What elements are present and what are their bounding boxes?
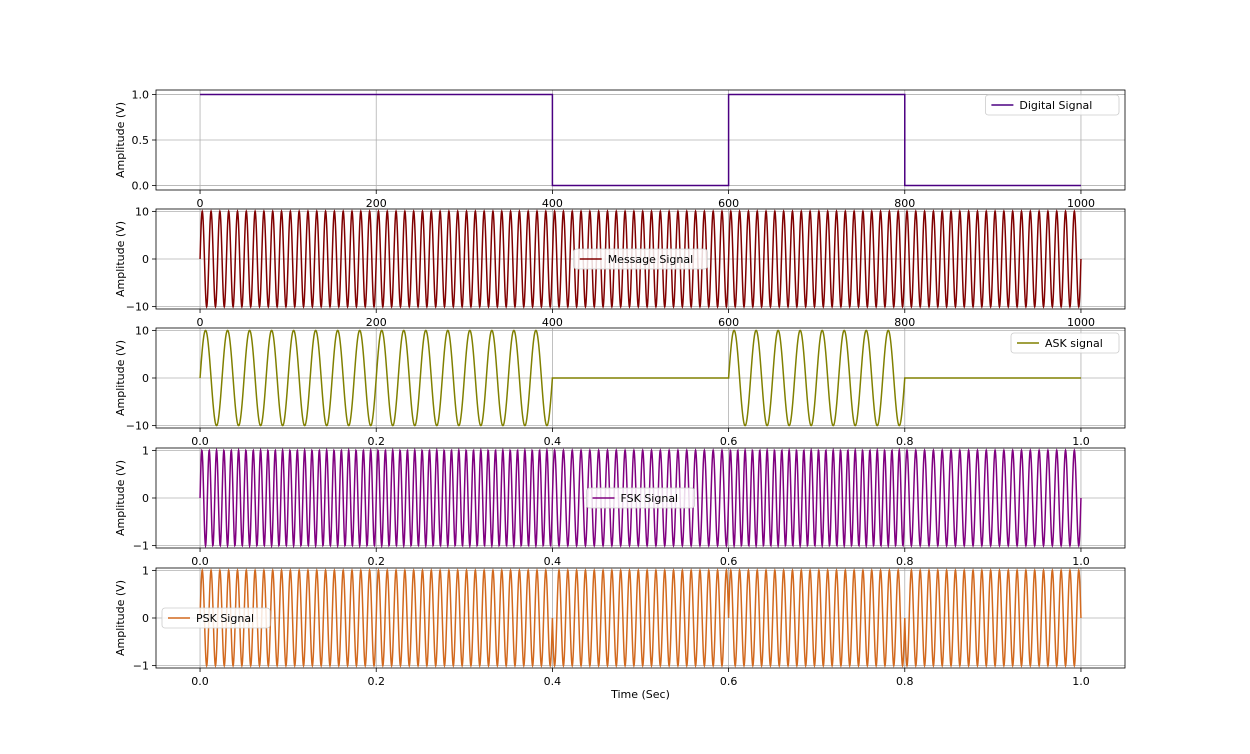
x-tick-label: 1.0 bbox=[1072, 675, 1090, 688]
x-tick-label: 0.4 bbox=[544, 675, 562, 688]
y-tick-label: −10 bbox=[126, 420, 149, 433]
x-tick-label: 0.4 bbox=[544, 435, 562, 448]
legend-box bbox=[573, 248, 708, 270]
x-tick-label: 200 bbox=[366, 316, 387, 329]
x-tick-label: 0.0 bbox=[191, 555, 209, 568]
x-tick-label: 0.6 bbox=[720, 675, 738, 688]
x-tick-label: 0.4 bbox=[544, 555, 562, 568]
legend-label: Message Signal bbox=[608, 253, 694, 266]
y-tick-label: 0.5 bbox=[132, 134, 150, 147]
x-tick-label: 600 bbox=[718, 197, 739, 210]
x-tick-label: 600 bbox=[718, 316, 739, 329]
y-tick-label: 0 bbox=[142, 372, 149, 385]
y-axis-label: Amplitude (V) bbox=[114, 340, 127, 416]
y-tick-label: 1.0 bbox=[132, 89, 150, 102]
y-tick-label: 10 bbox=[135, 205, 149, 218]
series-line-psk-signal bbox=[199, 568, 1082, 668]
x-tick-label: 1.0 bbox=[1072, 435, 1090, 448]
x-tick-label: 0 bbox=[197, 316, 204, 329]
y-tick-label: 1 bbox=[142, 444, 149, 457]
y-tick-label: −10 bbox=[126, 301, 149, 314]
x-tick-label: 1000 bbox=[1067, 197, 1095, 210]
legend: FSK Signal bbox=[586, 487, 695, 509]
x-tick-label: 1000 bbox=[1067, 316, 1095, 329]
x-tick-label: 0.0 bbox=[191, 435, 209, 448]
legend-label: ASK signal bbox=[1045, 337, 1103, 350]
legend-box bbox=[1010, 332, 1120, 354]
x-axis-label: Time (Sec) bbox=[610, 688, 670, 701]
y-tick-label: 0 bbox=[142, 612, 149, 625]
y-tick-label: 0.0 bbox=[132, 179, 150, 192]
x-tick-label: 0.0 bbox=[191, 675, 209, 688]
x-tick-label: 0.6 bbox=[720, 555, 738, 568]
y-axis-label: Amplitude (V) bbox=[114, 580, 127, 656]
y-axis-label: Amplitude (V) bbox=[114, 460, 127, 536]
series-line-ask-signal bbox=[199, 329, 1081, 427]
x-tick-label: 400 bbox=[542, 197, 563, 210]
legend: Digital Signal bbox=[985, 94, 1120, 116]
subplot-2: 0 200 400 600 800 1000 −10 0 10 Amplitude (V) Mess… bbox=[114, 205, 1126, 329]
legend-box bbox=[161, 607, 271, 629]
subplot-4: 0.0 0.2 0.4 0.6 0.8 1.0 −1 0 1 Amplitude (V) FSK S… bbox=[114, 444, 1126, 568]
x-tick-label: 400 bbox=[542, 316, 563, 329]
legend-label: FSK Signal bbox=[621, 492, 679, 505]
series-line-digital-signal bbox=[200, 93, 1081, 187]
y-tick-label: −1 bbox=[133, 660, 149, 673]
x-tick-label: 0.8 bbox=[896, 555, 914, 568]
legend-box bbox=[586, 487, 695, 509]
legend-box bbox=[985, 94, 1120, 116]
legend-label: PSK Signal bbox=[196, 612, 254, 625]
x-tick-label: 0.6 bbox=[720, 435, 738, 448]
x-tick-label: 0.8 bbox=[896, 435, 914, 448]
x-tick-label: 800 bbox=[894, 197, 915, 210]
y-tick-label: −1 bbox=[133, 540, 149, 553]
subplot-3: 0.0 0.2 0.4 0.6 0.8 1.0 −10 0 10 Amplitude (V) ASK… bbox=[114, 324, 1126, 448]
y-axis-label: Amplitude (V) bbox=[114, 221, 127, 297]
y-tick-label: 10 bbox=[135, 324, 149, 337]
x-tick-label: 0.2 bbox=[367, 555, 385, 568]
legend-label: Digital Signal bbox=[1019, 99, 1092, 112]
legend: ASK signal bbox=[1010, 332, 1120, 354]
y-tick-label: 0 bbox=[142, 253, 149, 266]
x-tick-label: 200 bbox=[366, 197, 387, 210]
x-tick-label: 800 bbox=[894, 316, 915, 329]
legend: PSK Signal bbox=[161, 607, 271, 629]
x-tick-label: 0.8 bbox=[896, 675, 914, 688]
legend: Message Signal bbox=[573, 248, 708, 270]
y-tick-label: 0 bbox=[142, 492, 149, 505]
x-tick-label: 0.2 bbox=[367, 675, 385, 688]
y-tick-label: 1 bbox=[142, 564, 149, 577]
subplot-5: 0.0 0.2 0.4 0.6 0.8 1.0 −1 0 1 Amplitude (V) Time … bbox=[114, 564, 1126, 701]
x-tick-label: 0 bbox=[197, 197, 204, 210]
subplot-1: 0 200 400 600 800 1000 0.0 0.5 1.0 Amplitude (V) D… bbox=[114, 89, 1126, 210]
y-axis-label: Amplitude (V) bbox=[114, 102, 127, 178]
x-tick-label: 1.0 bbox=[1072, 555, 1090, 568]
x-tick-label: 0.2 bbox=[367, 435, 385, 448]
